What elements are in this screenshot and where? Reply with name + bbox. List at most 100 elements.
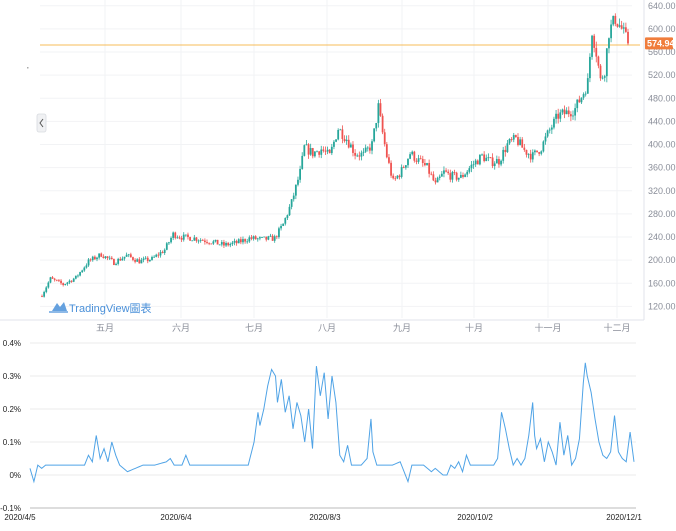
candle-body: [165, 243, 168, 250]
price-tick-label: 240.00: [648, 232, 676, 242]
candle-body: [483, 154, 486, 162]
candle-body: [153, 256, 156, 258]
candle-body: [536, 150, 538, 153]
candle-body: [113, 259, 115, 265]
candle-body: [485, 157, 488, 162]
candle-body: [328, 149, 331, 154]
month-label: 七月: [245, 323, 263, 333]
candle-body: [576, 99, 579, 109]
price-tick-label: 400.00: [648, 140, 676, 150]
left-collapse-handle[interactable]: [36, 113, 47, 133]
candle-body: [206, 242, 208, 243]
candle-body: [415, 160, 418, 162]
candle-body: [364, 147, 367, 152]
candle-body: [292, 195, 295, 200]
candle-body: [223, 242, 225, 246]
candle-body: [584, 93, 587, 95]
candle-body: [603, 76, 606, 78]
candle-body: [424, 163, 426, 166]
candle-body: [220, 242, 223, 245]
candle-body: [430, 173, 433, 175]
candle-body: [489, 157, 492, 159]
candle-body: [457, 177, 460, 180]
candle-body: [62, 283, 65, 285]
candle-body: [239, 239, 242, 243]
candle-body: [138, 259, 141, 264]
candle-body: [214, 239, 217, 242]
candle-body: [237, 239, 240, 244]
month-label: 十二月: [603, 322, 630, 333]
candle-body: [608, 38, 610, 49]
candle-body: [402, 167, 405, 168]
tradingview-watermark[interactable]: TradingView圖表: [49, 301, 152, 315]
price-candlestick-chart[interactable]: 640.00 600.00 560.00 520.00 480.00 440.00 400.…: [0, 0, 676, 335]
candle-body: [385, 144, 388, 158]
candle-body: [172, 232, 175, 238]
candle-body: [491, 157, 494, 167]
candle-body: [593, 35, 596, 48]
price-grid: [40, 0, 632, 318]
candle-body: [316, 151, 318, 153]
candle-body: [559, 112, 562, 119]
candle-body: [288, 206, 291, 216]
candle-body: [396, 175, 399, 179]
candle-body: [140, 259, 143, 264]
candle-body: [55, 279, 58, 281]
candle-body: [438, 176, 441, 178]
candle-body: [142, 258, 145, 260]
candle-body: [369, 147, 371, 151]
price-tick-label: 560.00: [648, 47, 676, 57]
candle-body: [151, 256, 153, 260]
candle-body: [64, 284, 67, 285]
candle-body: [377, 103, 380, 124]
candle-body: [58, 280, 60, 282]
candle-body: [212, 241, 215, 244]
candle-body: [443, 170, 445, 174]
candle-body: [523, 147, 526, 150]
candle-body: [474, 160, 477, 165]
candle-body: [227, 242, 230, 246]
candle-body: [148, 259, 151, 262]
price-tick-label: 360.00: [648, 163, 676, 173]
candle-body: [229, 244, 232, 246]
candle-body: [504, 149, 507, 153]
line-grid: [30, 342, 636, 509]
candle-body: [51, 277, 54, 279]
candle-body: [330, 146, 333, 154]
candle-body: [567, 110, 570, 115]
candle-body: [157, 254, 160, 256]
price-tick-label: 520.00: [648, 70, 676, 80]
candle-body: [578, 99, 581, 103]
candle-body: [514, 135, 517, 138]
month-label: 五月: [96, 323, 114, 333]
candle-body: [85, 265, 88, 268]
candle-body: [174, 232, 177, 238]
candle-body: [421, 158, 424, 164]
candle-body: [187, 234, 189, 238]
chevron-left-icon: [39, 118, 44, 128]
candle-body: [449, 173, 452, 180]
candle-body: [246, 241, 249, 243]
candle-body: [309, 148, 312, 155]
candle-body: [233, 240, 236, 243]
candle-body: [358, 155, 361, 157]
candle-body: [534, 150, 536, 153]
candle-body: [586, 78, 589, 94]
candle-body: [561, 109, 564, 113]
candle-body: [392, 175, 395, 179]
candle-body: [271, 235, 274, 241]
last-price-label: 574.94: [647, 38, 675, 48]
x-tick-label: 2020/6/4: [160, 513, 192, 522]
candle-body: [476, 160, 479, 165]
candle-body: [565, 110, 568, 115]
tradingview-brand-text: TradingView圖表: [69, 301, 152, 315]
candle-body: [627, 31, 629, 44]
candle-body: [436, 177, 439, 183]
candle-body: [275, 236, 278, 238]
candle-body: [121, 258, 124, 261]
candle-body: [108, 257, 111, 259]
price-tick-label: 640.00: [648, 1, 676, 11]
candle-body: [47, 282, 50, 288]
candle-body: [320, 149, 323, 155]
candle-body: [155, 254, 158, 257]
